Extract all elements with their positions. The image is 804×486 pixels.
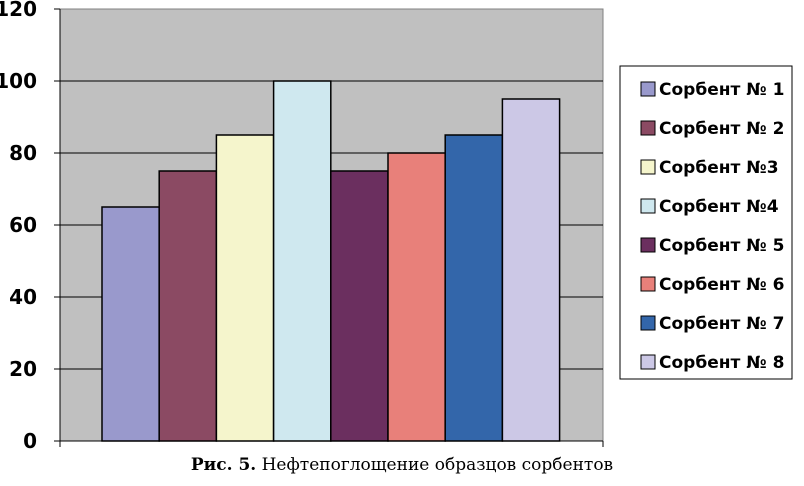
- caption-text: Нефтепоглощение образцов сорбентов: [261, 455, 614, 475]
- legend-label: Сорбент № 6: [659, 275, 784, 295]
- legend-swatch: [640, 81, 656, 97]
- legend-label: Сорбент №4: [659, 197, 779, 217]
- bar: [158, 170, 218, 442]
- bar: [215, 134, 275, 442]
- y-tick-label: 40: [9, 285, 37, 309]
- bars: [101, 80, 561, 442]
- caption-label: Рис. 5.: [190, 455, 257, 475]
- y-tick-label: 0: [23, 429, 37, 452]
- legend-label: Сорбент № 8: [659, 353, 784, 373]
- legend-swatch: [640, 198, 656, 214]
- y-tick-label: 80: [9, 141, 37, 165]
- legend-swatch: [640, 354, 656, 370]
- legend-swatch: [640, 276, 656, 292]
- legend-swatch: [640, 120, 656, 136]
- legend-label: Сорбент № 2: [659, 119, 784, 139]
- y-tick-label: 60: [9, 213, 37, 237]
- legend-label: Сорбент № 7: [659, 314, 784, 334]
- y-axis: 0 20 40 60 80 100 120: [0, 0, 604, 452]
- figure-caption: Рис. 5. Нефтепоглощение образцов сорбент…: [0, 455, 804, 475]
- bar: [101, 206, 160, 442]
- bar: [330, 170, 389, 442]
- y-tick-label: 100: [0, 69, 37, 93]
- legend-label: Сорбент №3: [659, 158, 779, 178]
- bar: [387, 152, 446, 442]
- bar: [501, 98, 561, 442]
- bar: [272, 80, 332, 442]
- legend-label: Сорбент № 5: [659, 236, 784, 256]
- legend-swatch: [640, 237, 656, 253]
- legend: Сорбент № 1 Сорбент № 2 Сорбент №3 Сорбент …: [619, 65, 793, 380]
- y-tick-label: 120: [0, 0, 37, 21]
- y-tick-label: 20: [9, 357, 37, 381]
- legend-swatch: [640, 315, 656, 331]
- legend-label: Сорбент № 1: [659, 80, 784, 100]
- bar: [444, 134, 504, 442]
- legend-swatch: [640, 159, 656, 175]
